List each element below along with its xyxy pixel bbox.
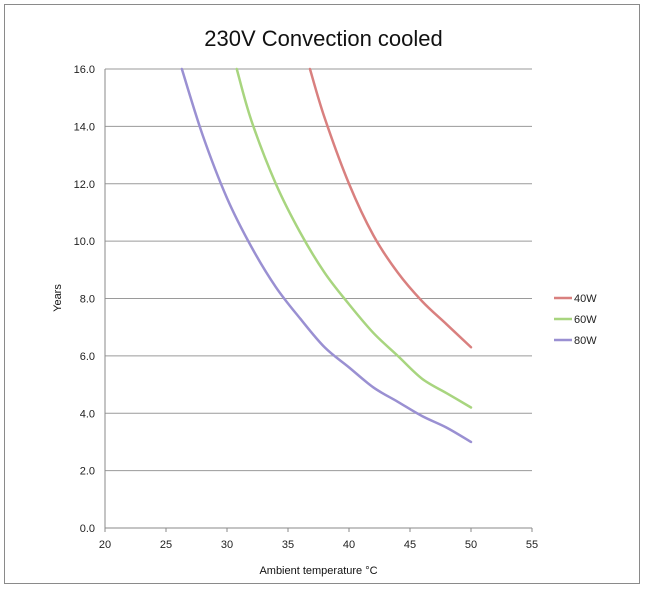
y-tick-label: 14.0 [74,121,95,133]
y-tick-label: 0.0 [80,523,95,535]
y-axis-label: Years [52,284,64,312]
legend-label-60W: 60W [574,314,597,326]
legend-label-80W: 80W [574,335,597,347]
y-tick-label: 10.0 [74,236,95,248]
x-tick-label: 30 [221,539,233,551]
x-tick-label: 25 [160,539,172,551]
x-tick-label: 55 [526,539,538,551]
series-lines [180,67,473,444]
axes [104,69,533,532]
y-tick-label: 8.0 [80,294,95,306]
chart-title: 230V Convection cooled [204,26,443,51]
y-tick-label: 12.0 [74,179,95,191]
y-tick-label: 6.0 [80,351,95,363]
grid-lines [105,68,532,529]
series-line-40W [308,67,473,349]
legend: 40W 60W 80W [554,293,597,347]
series-line-60W [235,67,473,409]
y-tick-label: 2.0 [80,466,95,478]
legend-label-40W: 40W [574,293,597,305]
tick-labels: 0.0 2.0 4.0 6.0 8.0 10.0 12.0 14.0 16.0 20 25 30 35 4… [74,64,539,551]
chart-frame [4,4,640,584]
y-tick-label: 16.0 [74,64,95,76]
x-tick-label: 50 [465,539,477,551]
x-axis-label: Ambient temperature °C [259,565,377,577]
x-tick-label: 40 [343,539,355,551]
x-tick-label: 20 [99,539,111,551]
series-line-80W [180,67,473,444]
y-tick-label: 4.0 [80,408,95,420]
x-tick-label: 35 [282,539,294,551]
x-tick-label: 45 [404,539,416,551]
